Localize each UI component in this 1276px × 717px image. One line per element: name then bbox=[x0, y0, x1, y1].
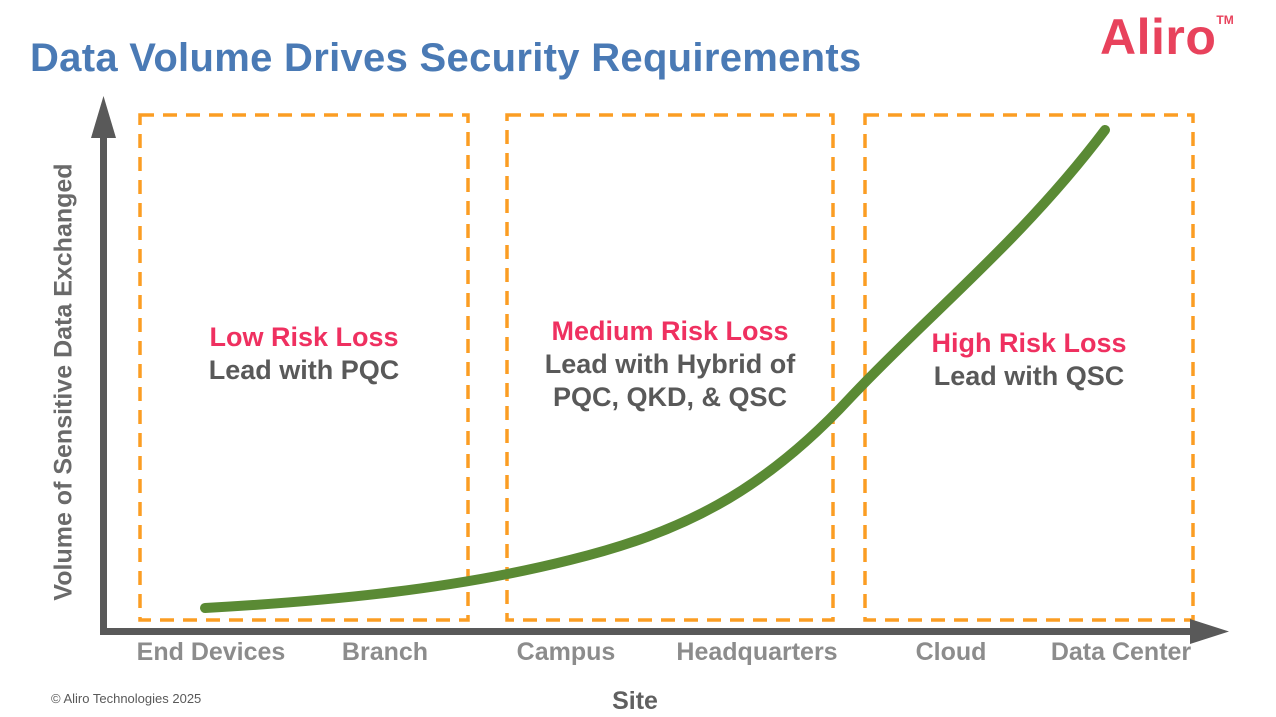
y-axis-arrowhead-icon bbox=[91, 96, 116, 138]
x-axis-arrowhead-icon bbox=[1190, 619, 1229, 644]
medium-risk-zone-box bbox=[505, 113, 835, 622]
low-risk-zone-box bbox=[138, 113, 470, 622]
zone-medium-risk-label: Medium Risk Loss Lead with Hybrid of PQC… bbox=[505, 315, 835, 414]
medium-risk-recommendation-line1: Lead with Hybrid of bbox=[544, 349, 796, 379]
copyright-footer: © Aliro Technologies 2025 bbox=[51, 691, 202, 706]
trademark-symbol: TM bbox=[1216, 13, 1234, 27]
x-tick-data-center: Data Center bbox=[1050, 638, 1192, 666]
data-volume-curve bbox=[200, 125, 1110, 613]
zone-low-risk-label: Low Risk Loss Lead with PQC bbox=[140, 321, 468, 387]
high-risk-zone-box bbox=[863, 113, 1195, 622]
page-title: Data Volume Drives Security Requirements bbox=[30, 36, 862, 80]
x-axis-title: Site bbox=[612, 687, 658, 715]
x-tick-end-devices: End Devices bbox=[136, 638, 286, 666]
medium-risk-recommendation-line2: PQC, QKD, & QSC bbox=[552, 382, 788, 412]
y-axis-title: Volume of Sensitive Data Exchanged bbox=[49, 163, 78, 601]
low-risk-title: Low Risk Loss bbox=[209, 322, 399, 352]
x-tick-headquarters: Headquarters bbox=[676, 638, 838, 666]
low-risk-recommendation: Lead with PQC bbox=[208, 355, 400, 385]
medium-risk-title: Medium Risk Loss bbox=[551, 316, 789, 346]
zone-high-risk-label: High Risk Loss Lead with QSC bbox=[865, 327, 1193, 393]
high-risk-title: High Risk Loss bbox=[931, 328, 1127, 358]
aliro-logo-text: Aliro bbox=[1100, 9, 1217, 65]
aliro-logo: AliroTM bbox=[1100, 8, 1234, 66]
x-tick-branch: Branch bbox=[341, 638, 429, 666]
high-risk-recommendation: Lead with QSC bbox=[933, 361, 1125, 391]
x-tick-campus: Campus bbox=[516, 638, 616, 666]
x-tick-cloud: Cloud bbox=[915, 638, 987, 666]
